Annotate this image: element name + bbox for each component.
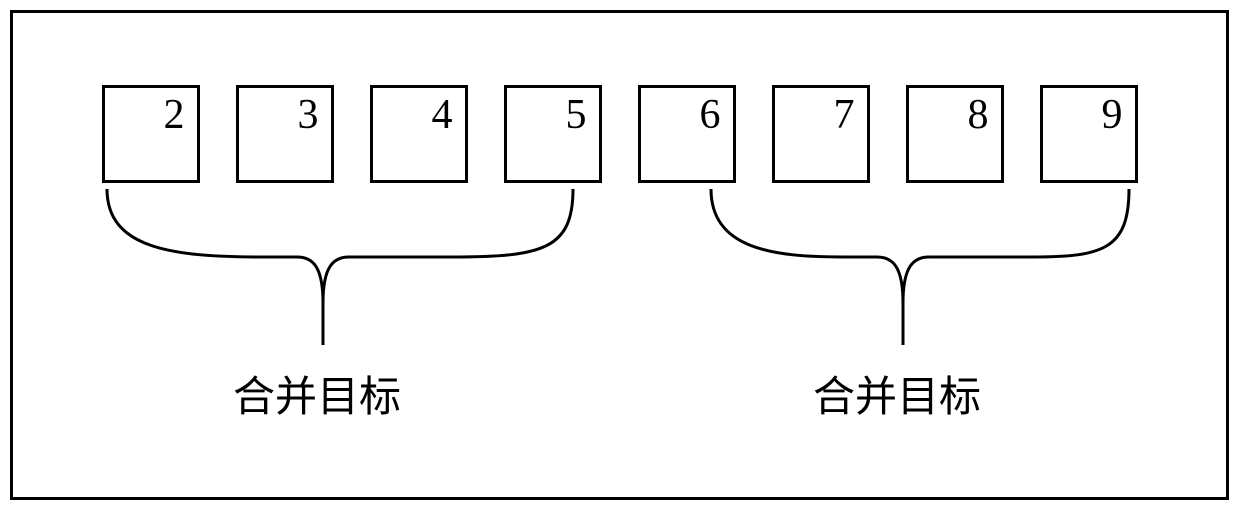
box-6: 6 <box>638 85 736 183</box>
diagram-frame: 2 3 4 5 6 7 8 9 合并目标 合并目标 <box>10 10 1229 500</box>
box-9: 9 <box>1040 85 1138 183</box>
box-5: 5 <box>504 85 602 183</box>
box-4: 4 <box>370 85 468 183</box>
box-7: 7 <box>772 85 870 183</box>
bracket-left <box>107 189 573 303</box>
box-8: 8 <box>906 85 1004 183</box>
label-left: 合并目标 <box>233 363 401 424</box>
box-3: 3 <box>236 85 334 183</box>
label-right: 合并目标 <box>813 363 981 424</box>
boxes-row: 2 3 4 5 6 7 8 9 <box>13 85 1226 183</box>
box-2: 2 <box>102 85 200 183</box>
bracket-right <box>711 189 1129 303</box>
group-brackets <box>13 185 1232 355</box>
